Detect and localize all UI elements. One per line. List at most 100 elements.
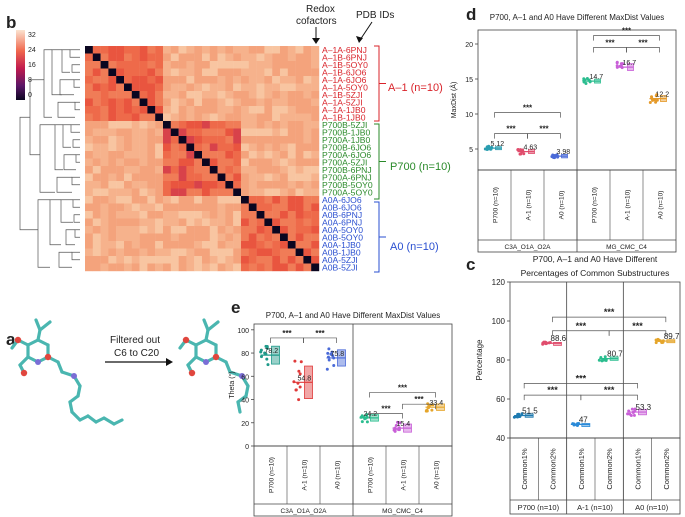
heatmap-cell (303, 46, 312, 54)
panel-letter-d: d (466, 5, 476, 24)
heatmap-cell (272, 173, 281, 182)
heatmap-cell (209, 158, 218, 167)
heatmap-cell (287, 53, 296, 62)
heatmap-cell (202, 256, 210, 264)
heatmap-cell (163, 53, 171, 62)
heatmap-cell (178, 263, 187, 272)
heatmap-cell (264, 46, 273, 54)
significance-mark: *** (315, 329, 325, 338)
heatmap-cell (186, 143, 195, 152)
heatmap-cell (272, 83, 281, 92)
heatmap-cell (108, 136, 117, 144)
heatmap-cell (248, 211, 257, 219)
redox-arrowhead (312, 38, 320, 44)
box (553, 342, 562, 346)
heatmap-cell (233, 61, 242, 69)
heatmap-cell (225, 98, 234, 107)
heatmap-cell (92, 211, 101, 219)
data-point (259, 348, 263, 352)
heatmap-cell (280, 128, 288, 137)
heatmap-cell (139, 211, 148, 219)
significance-mark: *** (547, 385, 558, 395)
y-tick-label: 0 (245, 444, 249, 451)
y-axis-label: Percentage (475, 339, 484, 380)
heatmap-cell (100, 46, 109, 54)
heatmap-cell (233, 196, 242, 204)
heatmap-cell (217, 121, 226, 129)
data-point (547, 341, 551, 345)
heatmap-cell (163, 188, 171, 197)
heatmap-cell (272, 151, 281, 159)
heatmap-cell (85, 158, 93, 167)
heatmap-cell (100, 68, 109, 77)
heatmap-cell (139, 158, 148, 167)
heatmap-cell (272, 113, 281, 122)
heatmap-cell (241, 121, 249, 129)
heatmap-cell (272, 91, 281, 99)
significance-bracket (494, 112, 561, 118)
heatmap-cell (108, 218, 117, 227)
heatmap-cell (225, 158, 234, 167)
heatmap-cell (163, 113, 171, 122)
heatmap-cell (170, 61, 179, 69)
heatmap-cell (209, 241, 218, 249)
heatmap-cell (178, 173, 187, 182)
heatmap-cell (186, 241, 195, 249)
data-point (397, 426, 401, 430)
heatmap-cell (100, 61, 109, 69)
heatmap-cell (124, 46, 132, 54)
heatmap-cell (147, 61, 156, 69)
heatmap-cell (139, 106, 148, 114)
heatmap-cell (178, 46, 187, 54)
heatmap-cell (287, 61, 296, 69)
heatmap-cell (178, 143, 187, 152)
heatmap-cell (194, 226, 203, 234)
significance-mark: *** (604, 307, 615, 317)
heatmap-cell (163, 151, 171, 159)
heatmap-cell (217, 68, 226, 77)
heatmap-cell (272, 76, 281, 84)
data-point (360, 414, 364, 418)
heatmap-cell (116, 241, 125, 249)
heatmap-cell (264, 218, 273, 227)
heatmap-cell (295, 143, 304, 152)
heatmap-cell (295, 196, 304, 204)
heatmap-cell (131, 218, 140, 227)
heatmap-cell (108, 203, 117, 212)
heatmap-cell (280, 98, 288, 107)
heatmap-cell (280, 256, 288, 264)
heatmap-cell (194, 61, 203, 69)
heatmap-cell (217, 128, 226, 137)
heatmap-cell (209, 76, 218, 84)
heatmap-cell (264, 263, 273, 272)
heatmap-cell (311, 113, 320, 122)
data-point (297, 398, 301, 402)
heatmap-cell (147, 106, 156, 114)
heatmap-cell (178, 91, 187, 99)
heatmap-cell (233, 158, 242, 167)
heatmap-cell (116, 263, 125, 272)
heatmap-cell (155, 128, 164, 137)
heatmap-cell (124, 181, 132, 189)
heatmap-cell (225, 91, 234, 99)
heatmap-cell (217, 113, 226, 122)
heatmap-cell (163, 143, 171, 152)
heatmap-cell (264, 136, 273, 144)
heatmap-cell (116, 203, 125, 212)
heatmap-cell (233, 166, 242, 174)
heatmap-cell (85, 188, 93, 197)
heatmap-cell (100, 173, 109, 182)
heatmap-cell (116, 128, 125, 137)
group-label: C3A_O1A_O2A (281, 508, 328, 515)
heatmap-row-label: A0A-5ZJI (322, 255, 358, 265)
heatmap-cell (178, 196, 187, 204)
heatmap-cell (303, 83, 312, 92)
heatmap-cell (194, 166, 203, 174)
heatmap-cell (248, 53, 257, 62)
heatmap-cell (124, 158, 132, 167)
heatmap-cell (85, 218, 93, 227)
heatmap-cell (264, 181, 273, 189)
heatmap-cell (209, 256, 218, 264)
heatmap-cell (256, 128, 265, 137)
category-label: Common1% (634, 448, 643, 490)
